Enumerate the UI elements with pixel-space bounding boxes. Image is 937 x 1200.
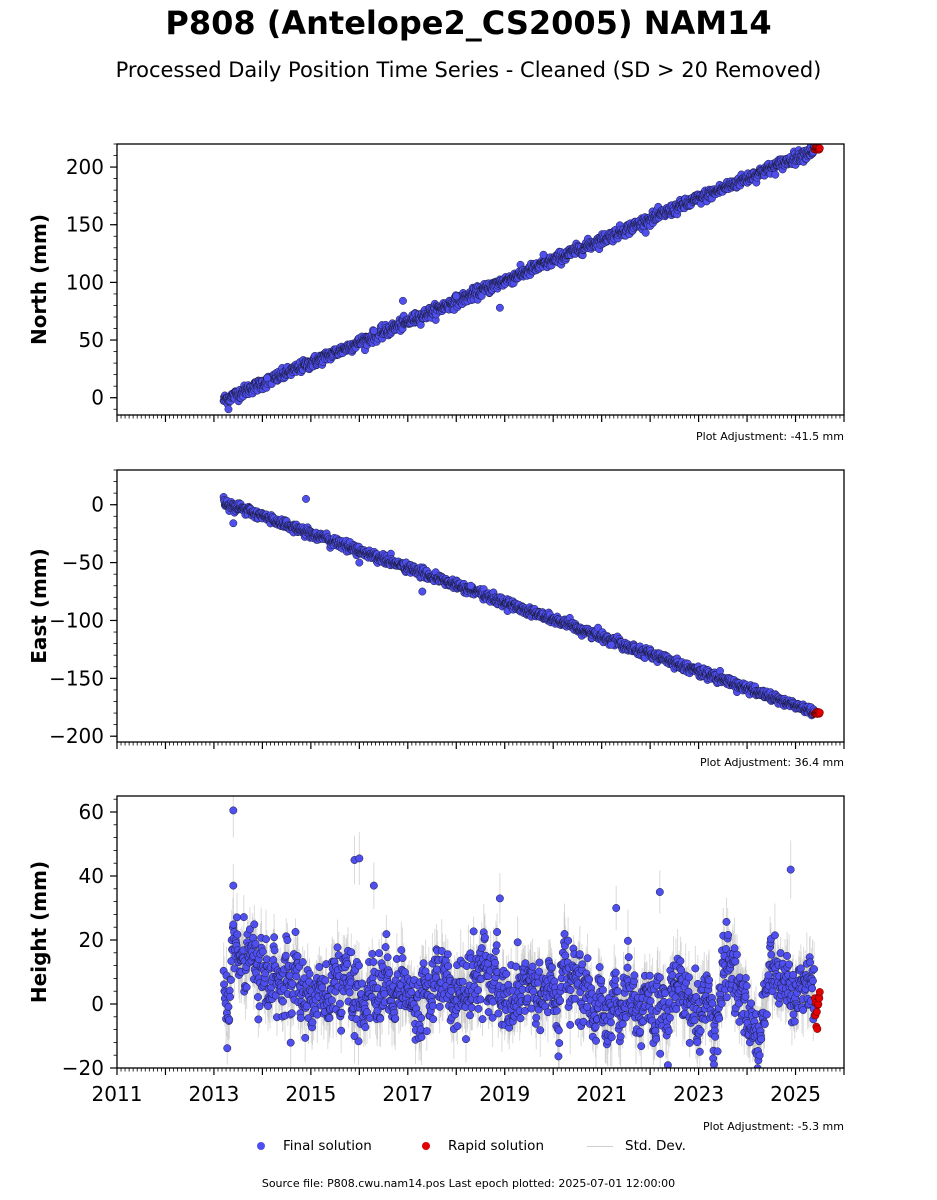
final-solution-point xyxy=(607,640,616,649)
y-tick-label: −50 xyxy=(62,551,104,575)
final-solution-point xyxy=(263,374,272,383)
y-tick-label: 200 xyxy=(66,155,104,179)
final-solution-point xyxy=(239,913,248,922)
y-tick-label: 150 xyxy=(66,213,104,237)
final-solution-point xyxy=(399,296,407,305)
y-tick-label: −200 xyxy=(49,724,104,748)
panel-1: 0 50 100 150 200 North (mm) Plot Adjustment: -… xyxy=(27,143,845,443)
final-solution-point xyxy=(245,925,254,934)
final-solution-point xyxy=(495,303,504,312)
final-solution-point xyxy=(233,930,242,939)
chart-title: P808 (Antelope2_CS2005) NAM14 xyxy=(165,4,772,42)
final-solution-point xyxy=(466,581,475,590)
plot-adjustment-note: Plot Adjustment: 36.4 mm xyxy=(700,756,844,769)
final-solution-point xyxy=(229,519,238,528)
final-solution-point xyxy=(242,983,251,992)
rapid-solution-point xyxy=(815,708,824,717)
y-tick-label: 50 xyxy=(79,328,104,352)
final-solution-point xyxy=(226,992,235,1001)
final-solution-point xyxy=(539,250,548,259)
final-solution-point xyxy=(224,405,233,414)
final-solution-point xyxy=(254,1015,263,1024)
y-tick-label: −150 xyxy=(49,666,104,690)
y-axis-label: East (mm) xyxy=(27,548,51,664)
final-solution-point xyxy=(262,935,270,944)
final-solution-point xyxy=(771,170,780,179)
final-solution-point xyxy=(250,920,259,929)
final-solution-point xyxy=(233,913,241,922)
y-axis-label: North (mm) xyxy=(27,214,51,345)
panel-plot-area xyxy=(219,493,824,720)
y-tick-label: −100 xyxy=(49,608,104,632)
final-solution-point xyxy=(369,326,378,335)
final-solution-point xyxy=(355,558,364,567)
y-tick-label: 100 xyxy=(66,270,104,294)
chart-subtitle: Processed Daily Position Time Series - C… xyxy=(115,58,822,82)
final-solution-point xyxy=(641,228,650,237)
y-tick-label: 0 xyxy=(91,493,104,517)
panel-plot-area xyxy=(219,796,824,1068)
final-solution-point xyxy=(220,980,228,989)
panel-plot-area xyxy=(219,144,824,414)
final-solution-point xyxy=(225,1015,234,1024)
final-solution-point xyxy=(302,494,310,503)
final-solution-point xyxy=(223,1044,232,1053)
final-solution-point xyxy=(716,666,724,675)
y-tick-label: 0 xyxy=(91,386,104,410)
panel-2: −200 −150 −100 −50 0 East (mm) Plot Adjustment… xyxy=(27,469,845,769)
final-solution-point xyxy=(418,587,427,596)
rapid-solution-point xyxy=(815,144,824,153)
final-solution-point xyxy=(229,920,238,929)
final-solution-point xyxy=(226,976,235,984)
final-solution-point xyxy=(224,1002,233,1011)
final-solution-point xyxy=(452,292,461,301)
final-solution-point xyxy=(254,993,262,1001)
plot-adjustment-note: Plot Adjustment: -41.5 mm xyxy=(696,430,844,443)
final-solution-point xyxy=(258,947,267,956)
